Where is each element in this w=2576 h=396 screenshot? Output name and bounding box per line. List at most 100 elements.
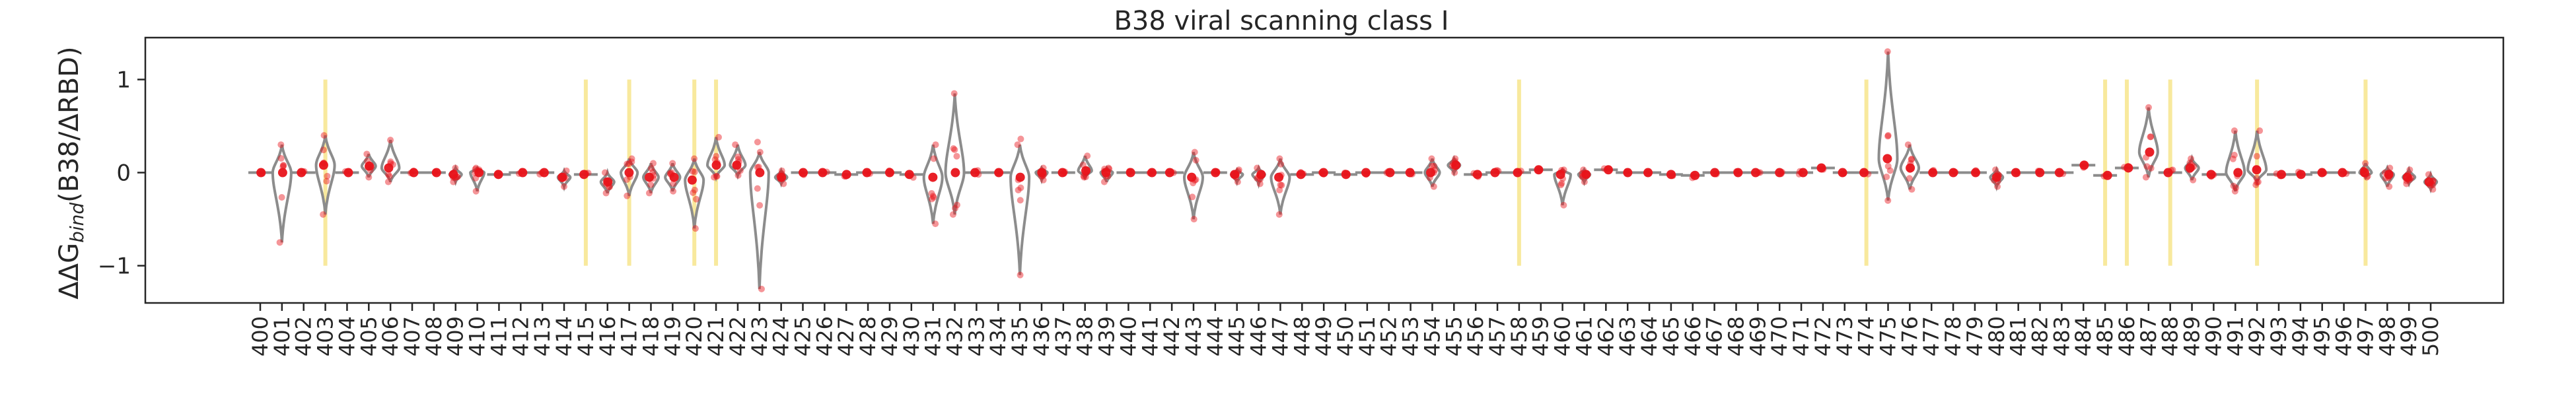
point-443-3 [1191, 177, 1198, 184]
point-416-2 [602, 189, 610, 197]
point-475-0 [1882, 154, 1892, 164]
point-405-1 [363, 150, 371, 158]
point-414-1 [563, 167, 570, 174]
point-498-4 [2382, 174, 2389, 182]
point-451-0 [1361, 168, 1371, 178]
x-tick-label: 402 [291, 316, 316, 356]
violin-436 [1034, 165, 1049, 185]
point-500-1 [2425, 171, 2432, 178]
x-tick-label: 466 [1680, 316, 1705, 356]
point-489-3 [2188, 164, 2196, 172]
violin-423 [748, 152, 770, 289]
point-492-3 [2253, 174, 2260, 182]
point-491-1 [2231, 127, 2238, 135]
point-476-5 [1906, 175, 1913, 182]
point-439-1 [1105, 164, 1112, 172]
point-414-2 [560, 183, 567, 190]
x-tick-label: 441 [1137, 316, 1163, 356]
x-tick-label: 408 [421, 316, 447, 356]
point-455-1 [1452, 155, 1459, 162]
point-438-3 [1082, 174, 1089, 181]
x-tick-label: 481 [2006, 316, 2031, 356]
point-498-6 [2385, 174, 2392, 182]
x-tick-label: 478 [1941, 316, 1966, 356]
point-417-0 [624, 168, 634, 178]
point-480-3 [1994, 171, 2001, 178]
x-tick-label: 479 [1962, 316, 1987, 356]
point-421-3 [711, 156, 719, 163]
point-477-2 [1929, 168, 1936, 176]
x-tick-label: 470 [1767, 316, 1792, 356]
x-tick-label: 400 [248, 316, 273, 356]
point-419-0 [669, 172, 679, 182]
point-417-7 [624, 160, 631, 168]
point-498-3 [2386, 170, 2393, 177]
violin-417 [620, 158, 639, 197]
violin-416 [599, 168, 616, 194]
point-461-7 [1579, 172, 1587, 180]
x-tick-label: 492 [2244, 316, 2270, 356]
point-454-7 [1426, 174, 1433, 182]
point-440-1 [1126, 169, 1133, 176]
point-437-0 [1057, 168, 1067, 178]
point-461-4 [1579, 174, 1586, 181]
point-413-0 [539, 168, 549, 178]
point-468-1 [1734, 169, 1741, 176]
point-444-1 [1213, 168, 1221, 176]
point-498-0 [2384, 170, 2394, 180]
point-475-5 [1883, 173, 1890, 180]
point-431-2 [932, 220, 939, 228]
point-497-6 [2364, 172, 2371, 180]
point-426-2 [819, 168, 826, 176]
point-410-4 [475, 169, 482, 176]
point-482-0 [2035, 168, 2045, 178]
point-436-1 [1040, 164, 1047, 172]
point-412-1 [515, 170, 522, 178]
point-434-1 [994, 168, 1001, 176]
point-480-7 [1991, 177, 1998, 184]
point-444-0 [1211, 168, 1221, 178]
point-433-0 [970, 168, 980, 178]
point-407-1 [410, 168, 417, 175]
point-497-1 [2362, 160, 2369, 167]
x-tick-label: 407 [400, 316, 425, 356]
point-472-2 [1818, 164, 1826, 172]
point-403-6 [320, 159, 328, 166]
violin-491 [2225, 130, 2246, 192]
point-473-2 [1840, 170, 1847, 177]
violin-447 [1270, 158, 1291, 215]
point-474-2 [1861, 168, 1868, 176]
y-tick-label: 0 [116, 160, 131, 187]
point-485-0 [2102, 170, 2112, 180]
point-435-6 [1017, 184, 1024, 191]
x-tick-label: 417 [617, 316, 642, 356]
point-467-0 [1710, 168, 1720, 178]
point-455-2 [1451, 169, 1458, 176]
violin-418 [641, 162, 660, 194]
point-436-4 [1038, 169, 1046, 176]
violin-421 [706, 137, 727, 182]
point-418-1 [649, 160, 657, 167]
point-428-1 [866, 170, 873, 178]
point-428-2 [863, 169, 871, 176]
point-489-7 [2188, 161, 2195, 168]
point-420-7 [691, 186, 698, 193]
point-401-1 [277, 141, 285, 148]
violin-454 [1423, 158, 1441, 187]
violin-460 [1553, 167, 1572, 206]
point-422-0 [732, 160, 742, 170]
point-454-4 [1431, 162, 1438, 170]
point-410-5 [472, 174, 480, 182]
point-409-5 [450, 174, 457, 181]
point-412-2 [519, 168, 526, 175]
point-435-0 [1015, 172, 1025, 182]
point-409-3 [450, 169, 458, 176]
violin-424 [773, 166, 789, 188]
point-442-2 [1167, 168, 1174, 175]
x-tick-label: 497 [2353, 316, 2378, 356]
point-423-1 [756, 148, 764, 156]
point-441-0 [1147, 168, 1157, 178]
point-419-3 [667, 170, 674, 178]
point-421-2 [711, 174, 718, 181]
point-445-5 [1231, 171, 1238, 178]
